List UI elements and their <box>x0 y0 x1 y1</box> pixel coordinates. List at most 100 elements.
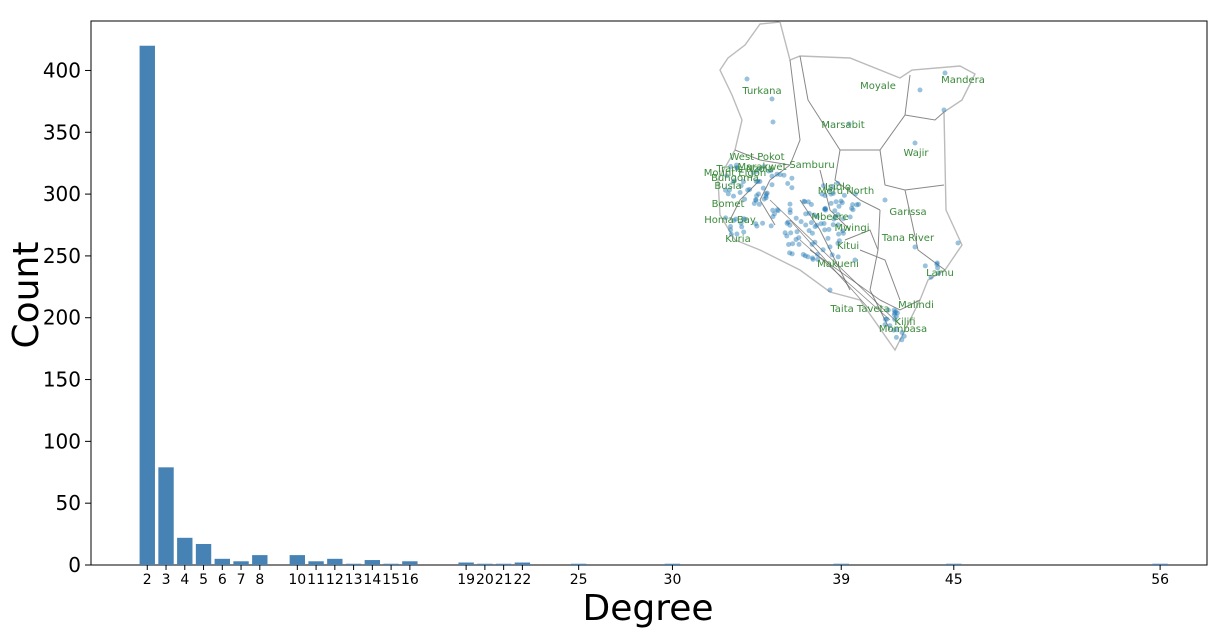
map-point <box>941 107 947 113</box>
map-point <box>840 228 846 234</box>
map-point <box>756 201 762 207</box>
map-point <box>894 310 900 316</box>
y-tick-label: 300 <box>43 182 81 206</box>
map-point <box>885 307 891 313</box>
map-point <box>810 256 816 262</box>
county-border <box>844 229 879 251</box>
map-point <box>768 167 774 173</box>
map-point <box>734 165 740 171</box>
map-point <box>836 231 842 237</box>
map-point <box>753 197 759 203</box>
map-point <box>835 240 841 246</box>
map-point <box>882 197 888 203</box>
map-point <box>790 241 796 247</box>
map-region-label: Mandera <box>941 75 985 86</box>
bar-1 <box>158 467 174 565</box>
bar-7 <box>289 555 306 565</box>
map-region-label: Malindi <box>898 300 934 311</box>
map-point <box>754 193 760 199</box>
x-axis-label: Degree <box>582 588 713 629</box>
map-point <box>812 239 818 245</box>
map-point <box>756 191 761 197</box>
x-tick-label: 3 <box>162 572 171 588</box>
map-point <box>854 202 860 208</box>
map-point <box>803 211 809 217</box>
map-point <box>766 168 772 174</box>
bar-0 <box>139 45 155 566</box>
map-point <box>936 270 942 276</box>
map-region-label: Trans Nzoia <box>715 164 773 175</box>
x-tick-label: 15 <box>382 572 400 588</box>
map-point <box>789 185 795 191</box>
map-region-label: Garissa <box>889 207 926 218</box>
map-point <box>741 179 746 185</box>
map-point <box>788 230 794 236</box>
map-region-label: Wajir <box>903 148 929 159</box>
county-border <box>759 164 791 226</box>
x-tick-label: 7 <box>237 572 246 588</box>
bar-19 <box>664 563 681 565</box>
map-point <box>822 227 828 233</box>
map-point <box>849 205 855 211</box>
y-tick-label: 200 <box>43 306 81 330</box>
map-point <box>761 164 767 170</box>
bar-11 <box>364 560 381 565</box>
map-point <box>830 222 836 228</box>
x-tick-label: 16 <box>401 572 419 588</box>
map-point <box>781 172 787 178</box>
map-region-label: Moyale <box>860 81 896 92</box>
map-region-label: Marakwet <box>737 162 786 173</box>
x-tick-label: 4 <box>180 572 189 588</box>
map-point <box>731 218 737 223</box>
map-point <box>955 240 961 246</box>
map-region-label: Bomet <box>712 199 745 210</box>
map-region-label: Mount Elgon <box>704 168 766 179</box>
map-point <box>822 206 828 212</box>
map-point <box>942 70 948 76</box>
map-point <box>814 214 820 220</box>
map-point <box>757 166 763 172</box>
map-point <box>850 202 856 208</box>
county-border <box>904 111 945 121</box>
map-point <box>850 207 856 213</box>
map-region-label: Taita Taveta <box>829 304 889 315</box>
map-point <box>832 214 838 220</box>
map-point <box>894 327 900 333</box>
network-edge <box>809 249 881 301</box>
x-tick-label: 8 <box>255 572 264 588</box>
map-point <box>782 230 788 236</box>
map-point <box>753 197 759 203</box>
map-point <box>728 224 733 229</box>
map-point <box>891 307 897 313</box>
map-point <box>742 217 748 223</box>
map-point <box>822 206 827 212</box>
county-border <box>789 59 801 166</box>
bar-10 <box>345 563 362 565</box>
map-point <box>815 256 821 262</box>
map-point <box>803 222 809 228</box>
map-point <box>839 200 845 206</box>
map-point <box>723 215 729 221</box>
map-point <box>829 252 835 258</box>
x-tick-label: 14 <box>363 572 381 588</box>
map-point <box>784 220 790 226</box>
bars <box>139 45 1168 566</box>
map-point <box>724 173 730 179</box>
map-point <box>821 183 826 189</box>
network-edge <box>769 199 901 326</box>
x-tick-label: 21 <box>495 572 513 588</box>
map-point <box>725 191 731 197</box>
map-point <box>769 182 775 188</box>
bar-12 <box>383 563 399 565</box>
map-outline <box>717 21 976 352</box>
map-point <box>838 198 844 204</box>
map-point <box>763 193 769 199</box>
map-point <box>793 215 799 221</box>
map-point <box>892 316 898 322</box>
map-point <box>852 257 858 263</box>
map-region-label: Meru North <box>818 186 874 197</box>
map-point <box>884 316 890 322</box>
map-point <box>835 180 841 186</box>
y-tick-label: 400 <box>43 58 81 82</box>
map-point <box>814 251 820 257</box>
